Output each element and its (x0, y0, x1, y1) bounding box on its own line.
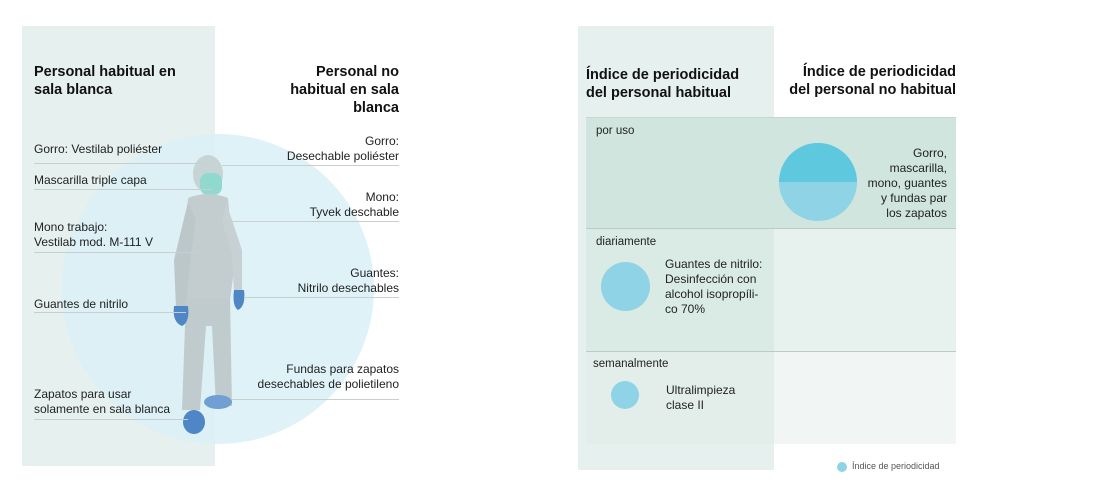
cell-diariamente-no-habitual (774, 229, 956, 351)
row-divider (586, 351, 956, 352)
row-label-diariamente: diariamente (596, 236, 657, 248)
person-figure-icon (173, 155, 245, 434)
frequency-circle-diariamente (601, 262, 650, 311)
label-gorro-habitual: Gorro: Vestilab poliéster (34, 142, 163, 156)
row-divider (586, 228, 956, 229)
label-zapatos-habitual: Zapatos para usar solamente en sala blan… (34, 387, 171, 416)
row-label-semanalmente: semanalmente (593, 358, 669, 370)
diariamente-text: Guantes de nitrilo: Desinfección con alc… (665, 257, 763, 316)
frequency-circle-por-uso (779, 143, 857, 221)
label-mono-no-habitual: Mono: Tyvek deschable (309, 190, 399, 219)
cell-semanalmente-no-habitual (774, 352, 956, 444)
leader-line (232, 399, 399, 400)
leader-line (34, 419, 188, 420)
leader-line (34, 312, 186, 313)
leader-line (34, 189, 212, 190)
legend-label: Índice de periodicidad (852, 461, 940, 471)
habitual-index-title: Índice de periodicidad del personal habi… (586, 67, 740, 101)
leader-line (34, 252, 204, 253)
no-habitual-index-title: Índice de periodicidad del personal no h… (789, 64, 956, 98)
semanalmente-text: Ultralimpieza clase II (666, 383, 736, 412)
habitual-staff-title: Personal habitual en sala blanca (34, 64, 176, 98)
label-gorro-no-habitual: Gorro: Desechable poliéster (286, 134, 399, 163)
row-label-por-uso: por uso (596, 125, 635, 137)
label-guantes-no-habitual: Guantes: Nitrilo desechables (297, 266, 399, 295)
leader-line (222, 165, 399, 166)
label-fundas-no-habitual: Fundas para zapatos desechables de polie… (257, 362, 399, 391)
legend-dot (837, 462, 847, 472)
label-mascarilla-habitual: Mascarilla triple capa (34, 173, 147, 187)
por-uso-items: Gorro, mascarilla, mono, guantes y funda… (867, 146, 947, 220)
row-por-uso (586, 118, 956, 228)
leader-line (34, 163, 212, 164)
leader-line (222, 221, 399, 222)
leader-line (244, 297, 399, 298)
label-mono-habitual: Mono trabajo: Vestilab mod. M-111 V (34, 220, 153, 249)
header-divider (586, 117, 956, 118)
label-guantes-habitual: Guantes de nitrilo (34, 297, 129, 311)
no-habitual-staff-title: Personal no habitual en sala blanca (290, 64, 399, 116)
frequency-circle-semanalmente (611, 381, 639, 409)
